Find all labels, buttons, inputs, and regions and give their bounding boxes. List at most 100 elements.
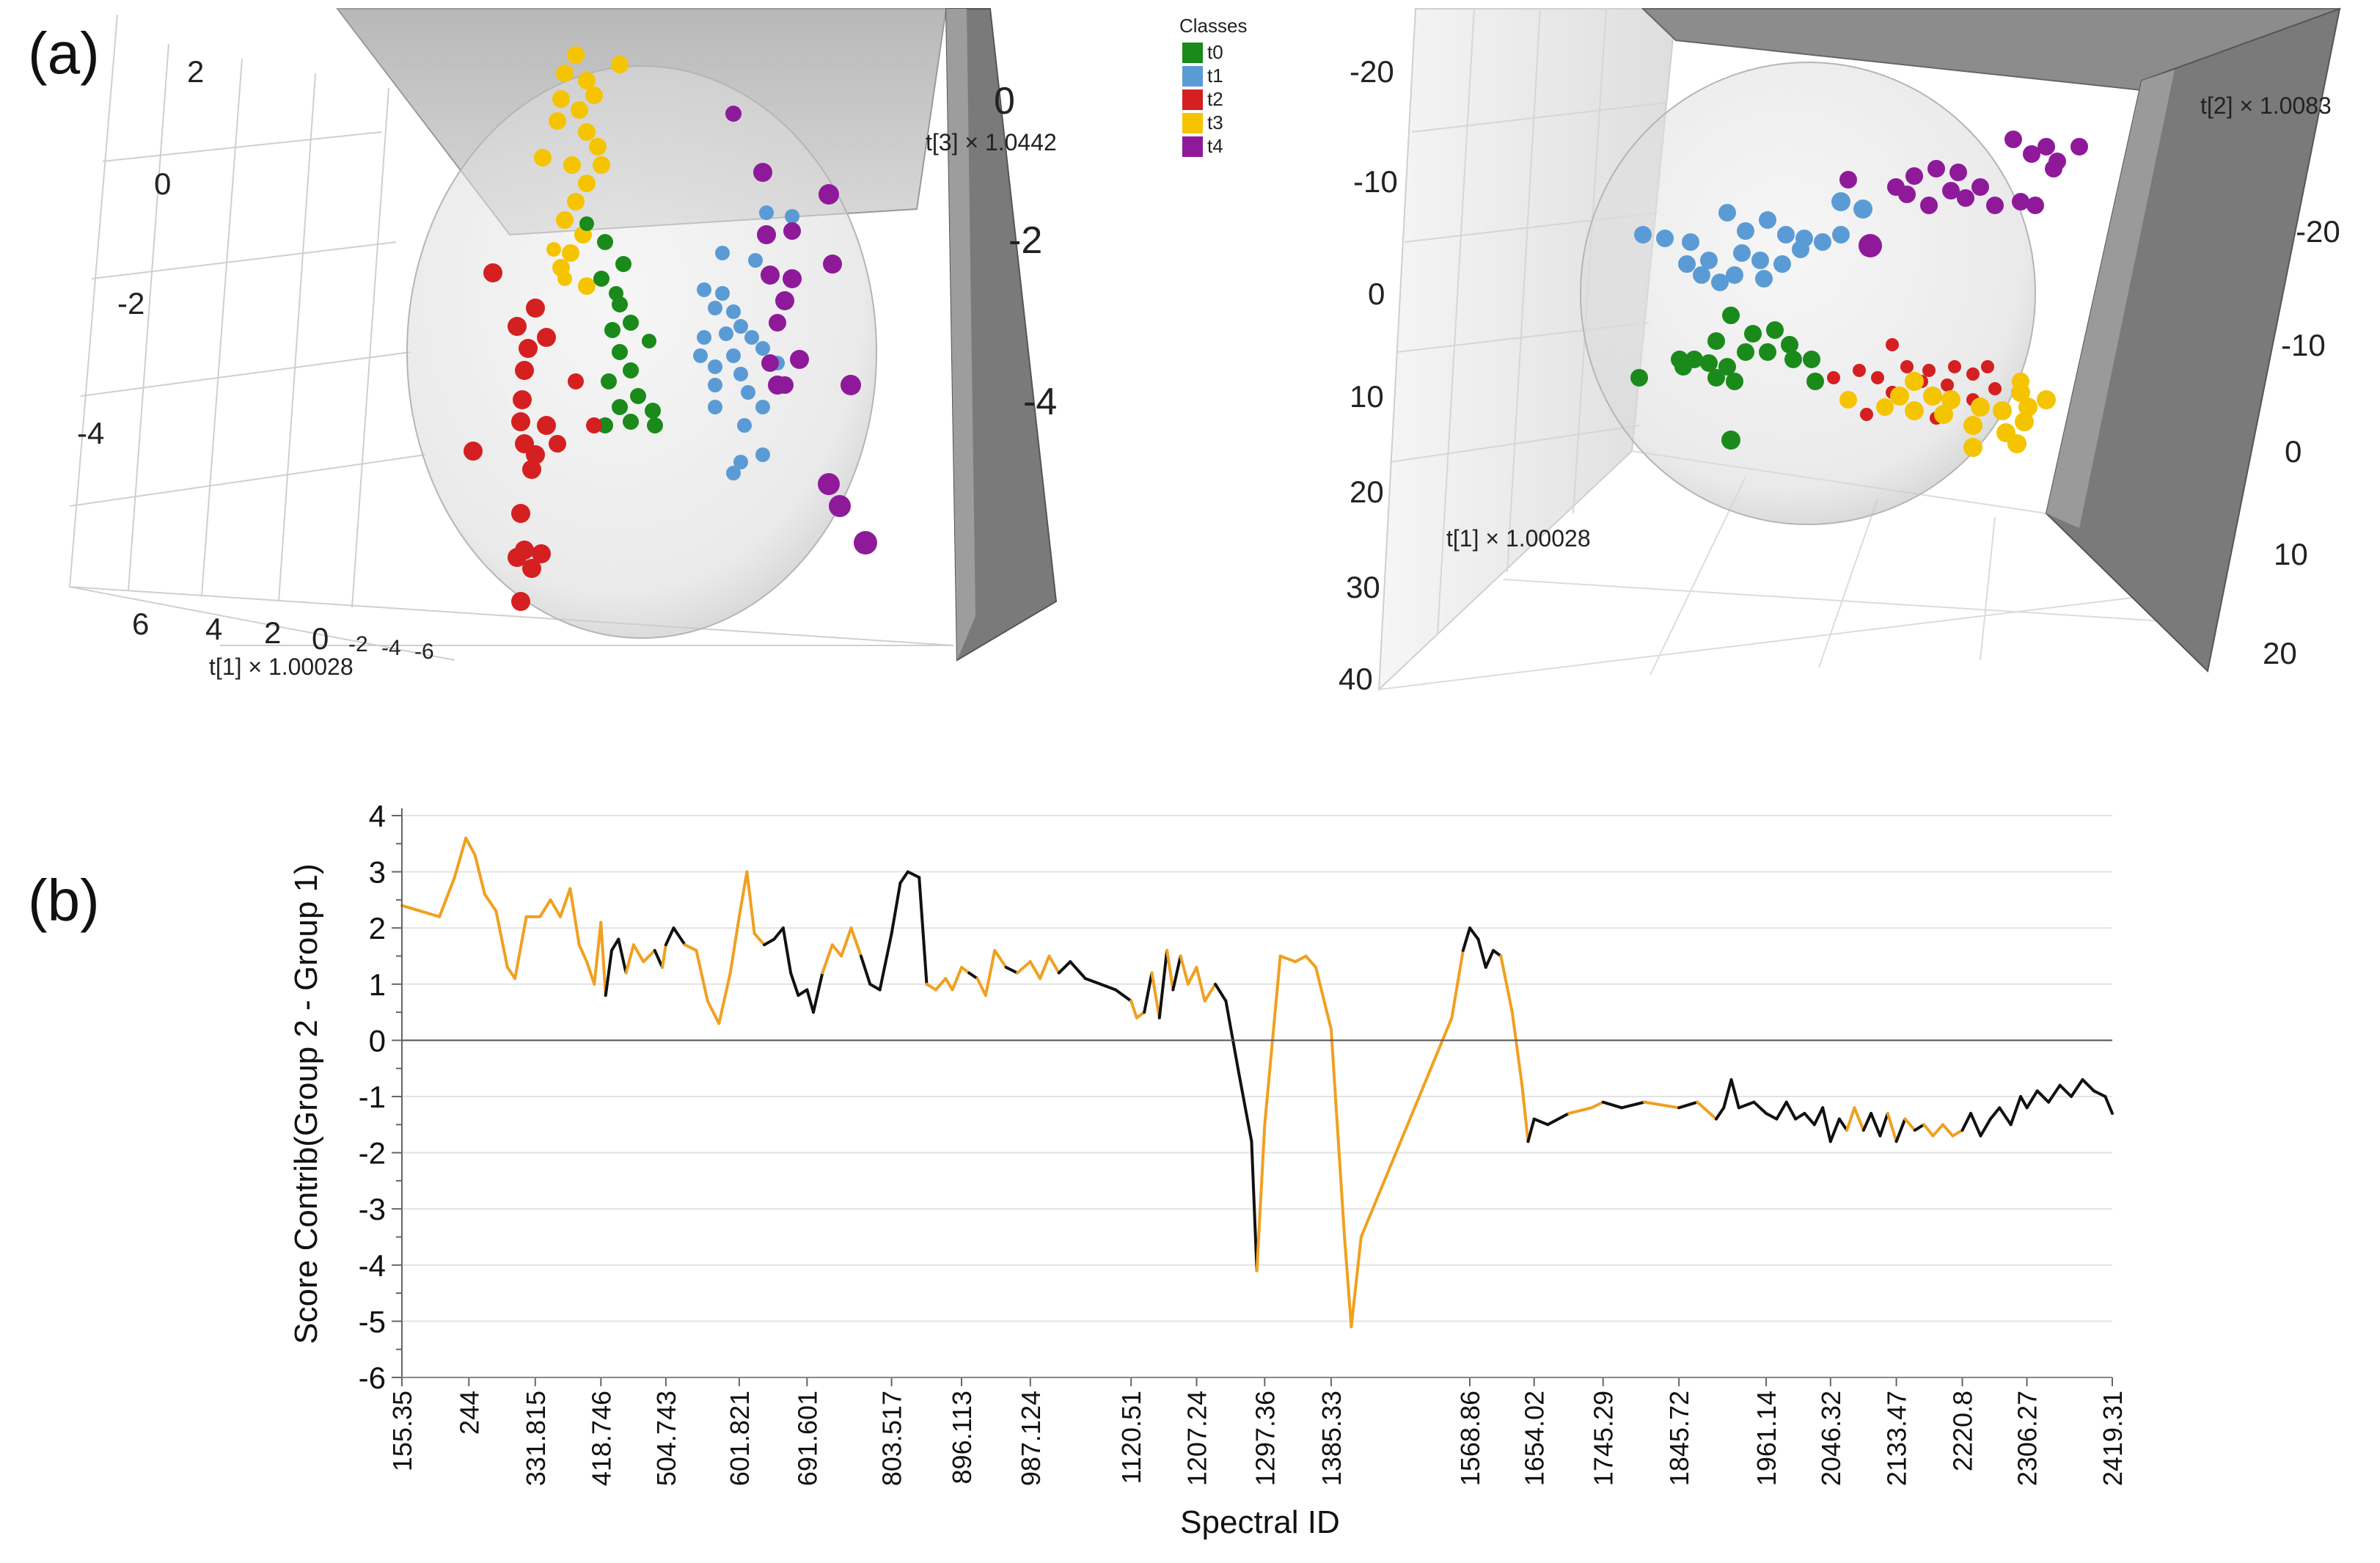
- right-tick-right-0: -20: [2296, 214, 2340, 249]
- series-contribution: [400, 836, 2114, 1329]
- line-segment: [2070, 1078, 2084, 1098]
- right-points-t1: [1634, 192, 1872, 291]
- line-segment: [1484, 948, 1495, 969]
- line-segment: [568, 887, 581, 947]
- line-segment: [763, 937, 776, 947]
- x-tick-label: 1654.02: [1520, 1391, 1550, 1486]
- right-tick-left-4: 20: [1350, 475, 1384, 509]
- line-segment: [400, 904, 422, 913]
- x-tick-label: 418.746: [586, 1391, 616, 1486]
- line-segment: [849, 926, 863, 958]
- line-segment: [1314, 965, 1333, 1031]
- line-segment: [1589, 1100, 1605, 1110]
- right-points-t3: [1839, 372, 2056, 457]
- line-segment: [577, 943, 589, 964]
- line-segment: [558, 887, 572, 918]
- line-segment: [1752, 1100, 1768, 1115]
- line-segment: [1714, 1106, 1726, 1121]
- line-segment: [1861, 1111, 1873, 1132]
- right-tick-left-0: -20: [1350, 54, 1394, 89]
- line-segment: [1255, 1123, 1267, 1273]
- line-segment: [2035, 1089, 2051, 1104]
- right-tick-right-3: 10: [2274, 537, 2308, 571]
- panel-b-label: (b): [28, 868, 100, 933]
- line-segment: [1845, 1106, 1856, 1132]
- line-segment: [753, 931, 766, 947]
- legend-title: Classes: [1179, 15, 1247, 37]
- left-tick-left-3: -4: [77, 416, 104, 450]
- line-segment: [1546, 1111, 1571, 1127]
- line-segment: [706, 999, 721, 1025]
- line-segment: [2092, 1089, 2107, 1098]
- line-segment: [1729, 1078, 1740, 1110]
- y-axis-ticks: 4 3 2 1 0 -1 -2 -3 -4 -5 -6: [359, 799, 402, 1395]
- x-tick-label: 331.815: [521, 1391, 551, 1486]
- line-segment: [453, 836, 468, 879]
- line-segment: [1135, 1011, 1146, 1020]
- left-points-t2: [464, 263, 602, 611]
- line-segment: [1803, 1111, 1816, 1127]
- line-segment: [1784, 1100, 1798, 1121]
- left-points-t1: [693, 205, 799, 480]
- line-segment: [944, 977, 954, 992]
- chart-grid: [402, 815, 2112, 1378]
- legend-label-t0: t0: [1207, 41, 1223, 63]
- line-segment: [717, 971, 732, 1025]
- line-segment: [1224, 999, 1240, 1070]
- line-segment: [1171, 954, 1182, 992]
- line-segment: [1476, 937, 1487, 969]
- right-3d-plot: -20 -10 0 10 20 30 40 t[1] × 1.00028 -20…: [1339, 7, 2342, 696]
- legend-swatch-t4: [1182, 136, 1203, 157]
- line-segment: [1526, 1117, 1536, 1143]
- line-segment: [2058, 1083, 2073, 1098]
- line-segment: [2103, 1095, 2114, 1115]
- x-tick-label: 1845.72: [1664, 1391, 1694, 1486]
- line-segment: [494, 909, 509, 969]
- line-segment: [1343, 1235, 1353, 1329]
- right-points: [1630, 131, 2088, 457]
- left-tick-bottom-3: 0: [312, 621, 329, 656]
- right-axis-y-label: t[2] × 1.0083: [2200, 92, 2332, 119]
- x-tick-label: 2133.47: [1882, 1391, 1912, 1486]
- line-segment: [505, 965, 517, 981]
- line-segment: [1828, 1117, 1841, 1143]
- legend-swatch-t3: [1182, 113, 1203, 133]
- line-segment: [1601, 1100, 1624, 1110]
- line-segment: [631, 943, 645, 964]
- x-tick-label: 1297.36: [1250, 1391, 1280, 1486]
- left-3d-plot: 2 0 -2 -4 0 -2 -4 t[3] × 1.0442 6 4 2 0 …: [68, 8, 1057, 680]
- y-axis-title: Score Contrib(Group 2 - Group 1): [288, 863, 324, 1344]
- line-segment: [438, 876, 456, 918]
- line-segment: [624, 943, 635, 975]
- line-chart: 4 3 2 1 0 -1 -2 -3 -4 -5 -6 155.35 244 331.815 418.74…: [288, 799, 2128, 1540]
- x-tick-label: 2046.32: [1816, 1391, 1846, 1486]
- line-segment: [1028, 960, 1042, 981]
- y-tick-label: -4: [359, 1248, 386, 1283]
- line-segment: [1520, 1083, 1530, 1143]
- y-tick-label: 3: [369, 855, 386, 890]
- line-segment: [1099, 982, 1118, 992]
- x-tick-label: 691.601: [792, 1391, 822, 1486]
- line-segment: [617, 937, 628, 975]
- line-segment: [1931, 1123, 1944, 1138]
- right-tick-right-4: 20: [2263, 636, 2297, 670]
- line-segment: [781, 926, 793, 975]
- line-segment: [1165, 948, 1175, 992]
- line-segment: [1195, 965, 1207, 1003]
- line-segment: [1765, 1111, 1779, 1121]
- line-segment: [1069, 960, 1087, 981]
- line-segment: [797, 988, 809, 998]
- right-points-t0: [1630, 307, 1824, 450]
- line-segment: [1461, 926, 1472, 952]
- x-tick-label: 1120.51: [1116, 1391, 1146, 1484]
- line-segment: [419, 909, 442, 918]
- line-segment: [604, 948, 613, 998]
- x-tick-label: 244: [454, 1391, 484, 1435]
- line-segment: [1114, 988, 1133, 1003]
- line-segment: [473, 853, 486, 896]
- line-segment: [1350, 1235, 1363, 1329]
- x-tick-label: 1385.33: [1317, 1391, 1347, 1486]
- line-segment: [1821, 1106, 1832, 1143]
- right-right-wall: [2045, 7, 2341, 673]
- line-segment: [1039, 954, 1051, 981]
